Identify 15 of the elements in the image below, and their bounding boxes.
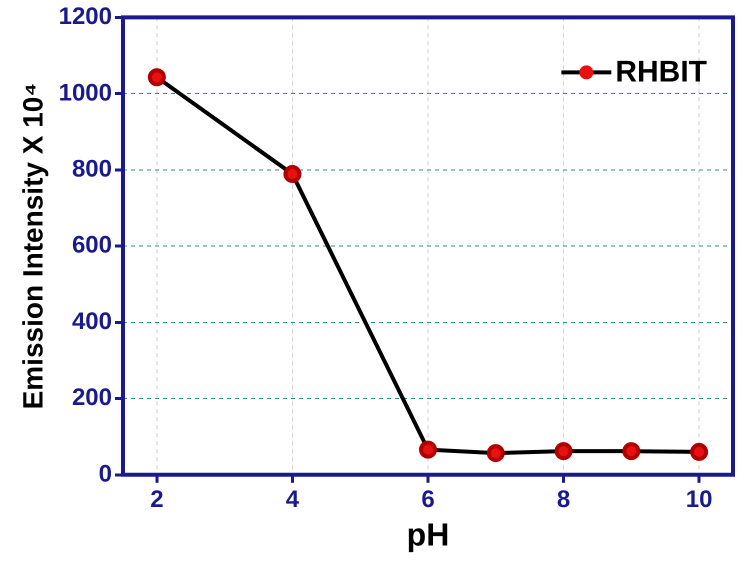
x-tick-label: 10 xyxy=(686,486,712,513)
y-tick-label: 1000 xyxy=(58,79,112,106)
x-axis-title: pH xyxy=(406,516,450,553)
x-tick-label: 4 xyxy=(286,486,300,513)
y-tick-label: 600 xyxy=(72,232,112,259)
y-tick-label: 800 xyxy=(72,155,112,182)
x-tick-label: 8 xyxy=(556,486,570,513)
y-tick-label: 200 xyxy=(72,384,112,412)
legend-label: RHBIT xyxy=(615,56,707,89)
y-axis-title: Emission Intensity X 10⁴ xyxy=(18,82,49,410)
y-tick-label: 400 xyxy=(72,308,112,335)
y-tick-label: 1200 xyxy=(58,3,112,30)
x-tick-label: 6 xyxy=(421,486,435,513)
y-tick-label: 0 xyxy=(98,460,112,488)
x-tick-label: 2 xyxy=(150,486,164,513)
